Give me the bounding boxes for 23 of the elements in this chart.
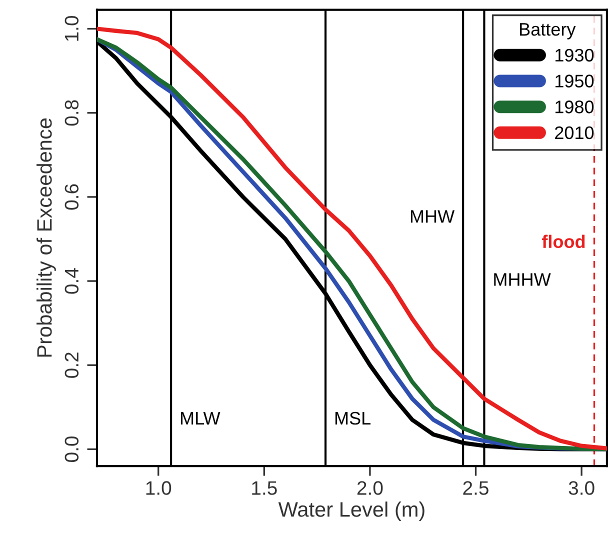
- ref-line-label: MSL: [335, 412, 371, 425]
- ref-line-label: MHHW: [494, 273, 551, 286]
- y-tick-label: 0.2: [64, 352, 79, 378]
- y-tick-label: 1.0: [64, 16, 79, 41]
- legend-label: 1930: [556, 48, 594, 62]
- legend-label: 1980: [556, 100, 594, 114]
- x-tick-label: 3.0: [568, 481, 594, 495]
- legend-label: 2010: [555, 126, 594, 140]
- x-tick-label: 2.5: [463, 481, 488, 495]
- x-tick-label: 1.0: [146, 481, 172, 495]
- y-tick-label: 0.4: [64, 268, 79, 294]
- y-tick-label: 0.6: [64, 184, 79, 210]
- y-tick-label: 0.0: [64, 436, 79, 462]
- ref-line-label: MHW: [410, 210, 455, 223]
- ref-line-label: MLW: [180, 412, 220, 424]
- y-axis-title: Probability of Exceedence: [36, 118, 56, 357]
- legend-label: 1950: [556, 74, 594, 88]
- legend-title: Battery: [520, 23, 576, 40]
- y-tick-label: 0.8: [64, 100, 79, 126]
- x-axis-title: Water Level (m): [278, 502, 424, 521]
- x-tick-label: 2.0: [357, 481, 383, 495]
- ref-line-label: flood: [542, 234, 585, 248]
- x-tick-label: 1.5: [252, 481, 277, 495]
